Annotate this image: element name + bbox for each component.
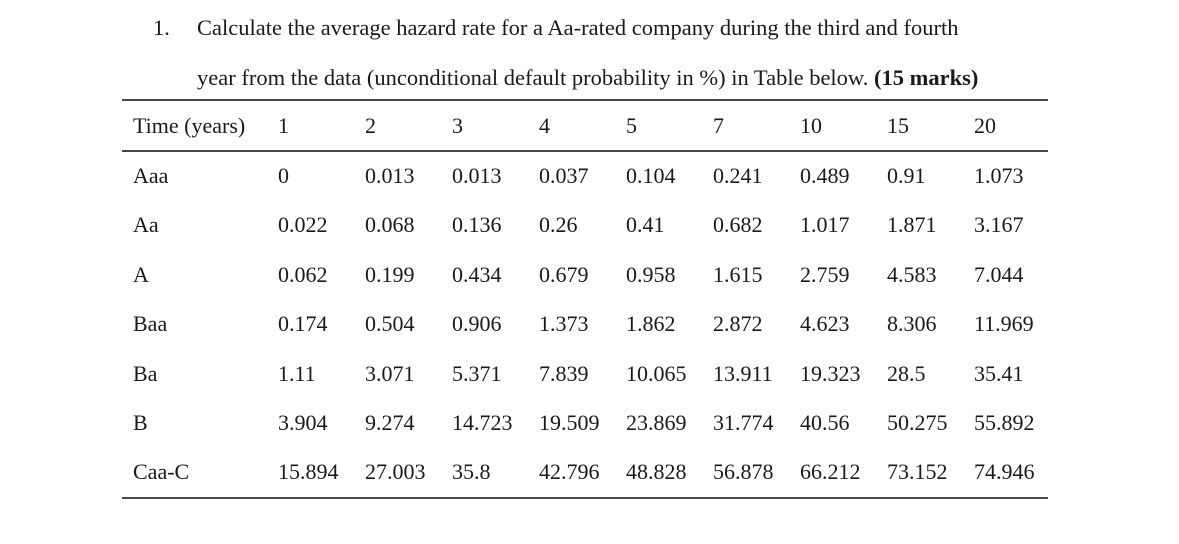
column-header: 4 — [539, 112, 550, 138]
table-cell: 27.003 — [365, 459, 426, 485]
table-cell: 0.241 — [713, 163, 763, 189]
table-cell: 5.371 — [452, 360, 502, 386]
table-cell: 19.323 — [800, 360, 861, 386]
table-cell: 0.062 — [278, 261, 328, 287]
table-row-baa: Baa 0.174 0.504 0.906 1.373 1.862 2.872 … — [122, 300, 1048, 350]
table-cell: 0.91 — [887, 163, 926, 189]
table-cell: 0.41 — [626, 212, 665, 238]
table-cell: 31.774 — [713, 410, 774, 436]
question-line-1: 1. Calculate the average hazard rate for… — [153, 15, 1093, 41]
table-cell: 1.017 — [800, 212, 850, 238]
row-label: A — [133, 261, 149, 287]
table-row-ba: Ba 1.11 3.071 5.371 7.839 10.065 13.911 … — [122, 349, 1048, 399]
table-cell: 28.5 — [887, 360, 926, 386]
column-header-time: Time (years) — [133, 112, 246, 138]
table-row-caa-c: Caa-C 15.894 27.003 35.8 42.796 48.828 5… — [122, 448, 1048, 498]
table-cell: 1.11 — [278, 360, 316, 386]
table-cell: 0.958 — [626, 261, 676, 287]
table-cell: 0.136 — [452, 212, 502, 238]
column-header: 5 — [626, 112, 637, 138]
table-cell: 0.906 — [452, 311, 502, 337]
table-cell: 0.174 — [278, 311, 328, 337]
question-text-line1: Calculate the average hazard rate for a … — [197, 15, 959, 40]
table-cell: 14.723 — [452, 410, 513, 436]
table-cell: 4.623 — [800, 311, 850, 337]
table-row-a: A 0.062 0.199 0.434 0.679 0.958 1.615 2.… — [122, 250, 1048, 300]
column-header: 7 — [713, 112, 724, 138]
table-cell: 3.071 — [365, 360, 415, 386]
row-label: B — [133, 410, 148, 436]
table-cell: 0.26 — [539, 212, 578, 238]
row-label: Ba — [133, 360, 158, 386]
row-label: Aaa — [133, 163, 169, 189]
table-cell: 55.892 — [974, 410, 1035, 436]
table-cell: 1.073 — [974, 163, 1024, 189]
column-header: 3 — [452, 112, 463, 138]
default-probability-table: Time (years) 1 2 3 4 5 7 10 15 20 Aaa 0 … — [122, 99, 1048, 499]
table-cell: 13.911 — [713, 360, 773, 386]
table-cell: 0.068 — [365, 212, 415, 238]
table-cell: 0.022 — [278, 212, 328, 238]
table-cell: 56.878 — [713, 459, 774, 485]
column-header: 20 — [974, 112, 996, 138]
table-cell: 19.509 — [539, 410, 600, 436]
table-cell: 0.679 — [539, 261, 589, 287]
table-cell: 0.199 — [365, 261, 415, 287]
table-cell: 73.152 — [887, 459, 948, 485]
table-cell: 2.759 — [800, 261, 850, 287]
table-cell: 7.839 — [539, 360, 589, 386]
table-cell: 0.434 — [452, 261, 502, 287]
table-cell: 9.274 — [365, 410, 415, 436]
table-cell: 35.8 — [452, 459, 491, 485]
table-cell: 2.872 — [713, 311, 763, 337]
table-cell: 1.373 — [539, 311, 589, 337]
table-cell: 1.862 — [626, 311, 676, 337]
table-cell: 0.504 — [365, 311, 415, 337]
table-cell: 66.212 — [800, 459, 861, 485]
table-cell: 0.104 — [626, 163, 676, 189]
column-header: 10 — [800, 112, 822, 138]
table-cell: 35.41 — [974, 360, 1024, 386]
table-row-b: B 3.904 9.274 14.723 19.509 23.869 31.77… — [122, 399, 1048, 449]
question-number: 1. — [153, 15, 170, 40]
question-block: 1. Calculate the average hazard rate for… — [153, 15, 1093, 91]
table-cell: 0.037 — [539, 163, 589, 189]
table-cell: 1.871 — [887, 212, 937, 238]
question-line-2: year from the data (unconditional defaul… — [197, 65, 1093, 91]
table-cell: 42.796 — [539, 459, 600, 485]
row-label: Baa — [133, 311, 168, 337]
question-text-line2: year from the data (unconditional defaul… — [197, 65, 874, 90]
table-cell: 0 — [278, 163, 289, 189]
table-row-aa: Aa 0.022 0.068 0.136 0.26 0.41 0.682 1.0… — [122, 201, 1048, 251]
table-cell: 7.044 — [974, 261, 1024, 287]
table-cell: 11.969 — [974, 311, 1034, 337]
table-cell: 3.904 — [278, 410, 328, 436]
table-cell: 15.894 — [278, 459, 339, 485]
table-cell: 23.869 — [626, 410, 687, 436]
row-label: Caa-C — [133, 459, 190, 485]
table-cell: 4.583 — [887, 261, 937, 287]
table-row-aaa: Aaa 0 0.013 0.013 0.037 0.104 0.241 0.48… — [122, 151, 1048, 201]
column-header: 15 — [887, 112, 909, 138]
table-cell: 0.013 — [365, 163, 415, 189]
table-cell: 3.167 — [974, 212, 1024, 238]
table-cell: 1.615 — [713, 261, 763, 287]
table-cell: 0.489 — [800, 163, 850, 189]
table-cell: 50.275 — [887, 410, 948, 436]
table-header-row: Time (years) 1 2 3 4 5 7 10 15 20 — [122, 100, 1048, 151]
table-cell: 0.682 — [713, 212, 763, 238]
table-cell: 74.946 — [974, 459, 1035, 485]
table-cell: 0.013 — [452, 163, 502, 189]
table-cell: 8.306 — [887, 311, 937, 337]
question-marks: (15 marks) — [873, 65, 979, 90]
column-header: 2 — [365, 112, 376, 138]
column-header: 1 — [278, 112, 289, 138]
table-cell: 48.828 — [626, 459, 687, 485]
table-cell: 40.56 — [800, 410, 850, 436]
row-label: Aa — [133, 212, 159, 238]
table-cell: 10.065 — [626, 360, 687, 386]
